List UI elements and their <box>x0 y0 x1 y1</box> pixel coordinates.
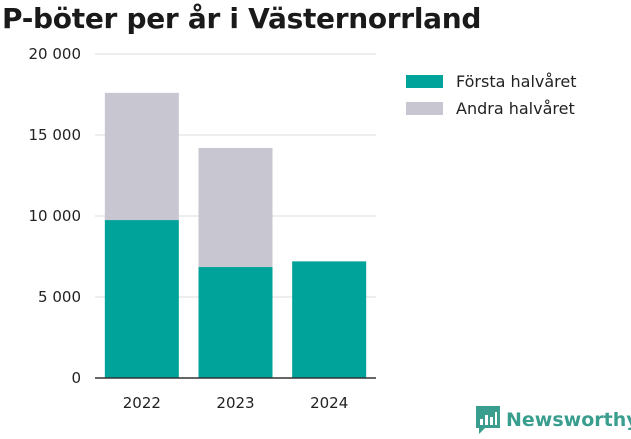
newsworthy-brand: Newsworthy <box>476 406 631 434</box>
newsworthy-logo-icon <box>476 406 500 434</box>
bar-2024-series-1 <box>292 261 367 378</box>
x-tick-label: 2023 <box>216 394 254 412</box>
bar-2022-series-1 <box>104 220 179 378</box>
bar-2022-series-2 <box>104 92 179 221</box>
legend-swatch-first-half <box>406 75 443 88</box>
legend-item-second-half: Andra halvåret <box>406 95 577 122</box>
y-axis-tick-labels: 0 5 000 10 000 15 000 20 000 <box>29 45 82 387</box>
y-tick-label: 5 000 <box>38 288 81 306</box>
legend-swatch-second-half <box>406 102 443 115</box>
legend-item-first-half: Första halvåret <box>406 68 577 95</box>
legend-label-first-half: Första halvåret <box>456 72 577 91</box>
x-tick-label: 2022 <box>123 394 161 412</box>
bar-2023-series-1 <box>198 267 273 378</box>
brand-name: Newsworthy <box>506 409 631 431</box>
legend-label-second-half: Andra halvåret <box>456 99 575 118</box>
y-tick-label: 10 000 <box>29 207 82 225</box>
y-tick-label: 15 000 <box>29 126 82 144</box>
bars <box>104 92 367 378</box>
y-tick-label: 0 <box>71 369 81 387</box>
chart-title: P-böter per år i Västernorrland <box>2 2 482 35</box>
x-tick-label: 2024 <box>310 394 348 412</box>
y-tick-label: 20 000 <box>29 45 82 63</box>
legend: Första halvåret Andra halvåret <box>406 68 577 122</box>
x-axis-tick-labels: 2022 2023 2024 <box>123 394 349 412</box>
bar-2023-series-2 <box>198 147 273 268</box>
